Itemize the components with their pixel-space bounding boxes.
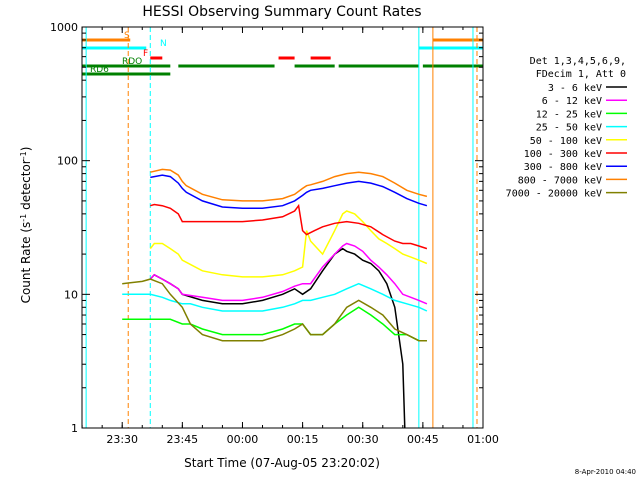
- x-tick-label: 23:45: [166, 433, 198, 446]
- legend-header: Det 1,3,4,5,6,9,: [530, 56, 626, 67]
- legend-label: 12 - 25 keV: [536, 109, 602, 120]
- state-bar-label: F: [143, 49, 148, 59]
- state-bar-label: N: [160, 39, 167, 49]
- y-tick-label: 1: [71, 422, 78, 435]
- chart-title: HESSI Observing Summary Count Rates: [142, 4, 421, 20]
- x-tick-label: 00:00: [227, 433, 259, 446]
- y-tick-label: 1000: [50, 21, 78, 34]
- x-tick-label: 23:30: [106, 433, 138, 446]
- series-line: [150, 174, 428, 210]
- x-tick-label: 00:30: [347, 433, 379, 446]
- legend-header: FDecim 1, Att 0: [536, 69, 626, 80]
- legend-label: 3 - 6 keV: [548, 83, 602, 94]
- y-axis-label-sup1: -1: [19, 214, 28, 222]
- legend-label: 50 - 100 keV: [530, 136, 602, 147]
- plot-frame: [81, 26, 484, 429]
- state-bar-label: RDO: [122, 57, 142, 67]
- vertical-markers: [85, 27, 478, 428]
- axes: 23:30 23:45 00:00 00:15 00:30 00:45 01:00 1 10 10…: [50, 21, 499, 446]
- x-tick-label: 00:15: [287, 433, 319, 446]
- legend-label: 100 - 300 keV: [524, 149, 602, 160]
- series-line: [122, 278, 427, 342]
- series-line: [122, 282, 428, 312]
- y-tick-label: 100: [57, 155, 78, 168]
- y-axis-label: Count Rate (s-1 detector-1): [19, 147, 34, 304]
- legend-label: 300 - 800 keV: [524, 162, 602, 173]
- y-axis-label-part3: ): [19, 147, 33, 152]
- footer-timestamp: 8-Apr-2010 04:40: [575, 468, 636, 476]
- svg-text:Count Rate (s-1 detector-1): Count Rate (s-1 detector-1): [19, 147, 34, 304]
- x-axis-label: Start Time (07-Aug-05 23:20:02): [184, 456, 380, 470]
- y-axis-label-part1: Count Rate (s: [19, 222, 33, 304]
- y-tick-label: 10: [64, 288, 78, 301]
- data-series: [122, 168, 428, 429]
- y-axis-label-sup2: -1: [19, 151, 28, 159]
- y-axis-label-part2: detector: [19, 159, 33, 214]
- series-line: [150, 203, 428, 250]
- legend-label: 6 - 12 keV: [542, 96, 602, 107]
- legend-label: 25 - 50 keV: [536, 123, 602, 134]
- series-line: [150, 168, 428, 202]
- x-tick-label: 00:45: [407, 433, 439, 446]
- legend-label: 7000 - 20000 keV: [506, 189, 602, 200]
- state-bar-label: S: [124, 31, 130, 41]
- legend-label: 800 - 7000 keV: [518, 175, 602, 186]
- legend: Det 1,3,4,5,6,9, FDecim 1, Att 0 3 - 6 keV…: [506, 56, 627, 200]
- x-tick-label: 01:00: [467, 433, 499, 446]
- series-line: [122, 306, 427, 342]
- series-line: [149, 210, 428, 278]
- series-line: [149, 242, 428, 305]
- state-bar-label: RD6: [90, 65, 109, 75]
